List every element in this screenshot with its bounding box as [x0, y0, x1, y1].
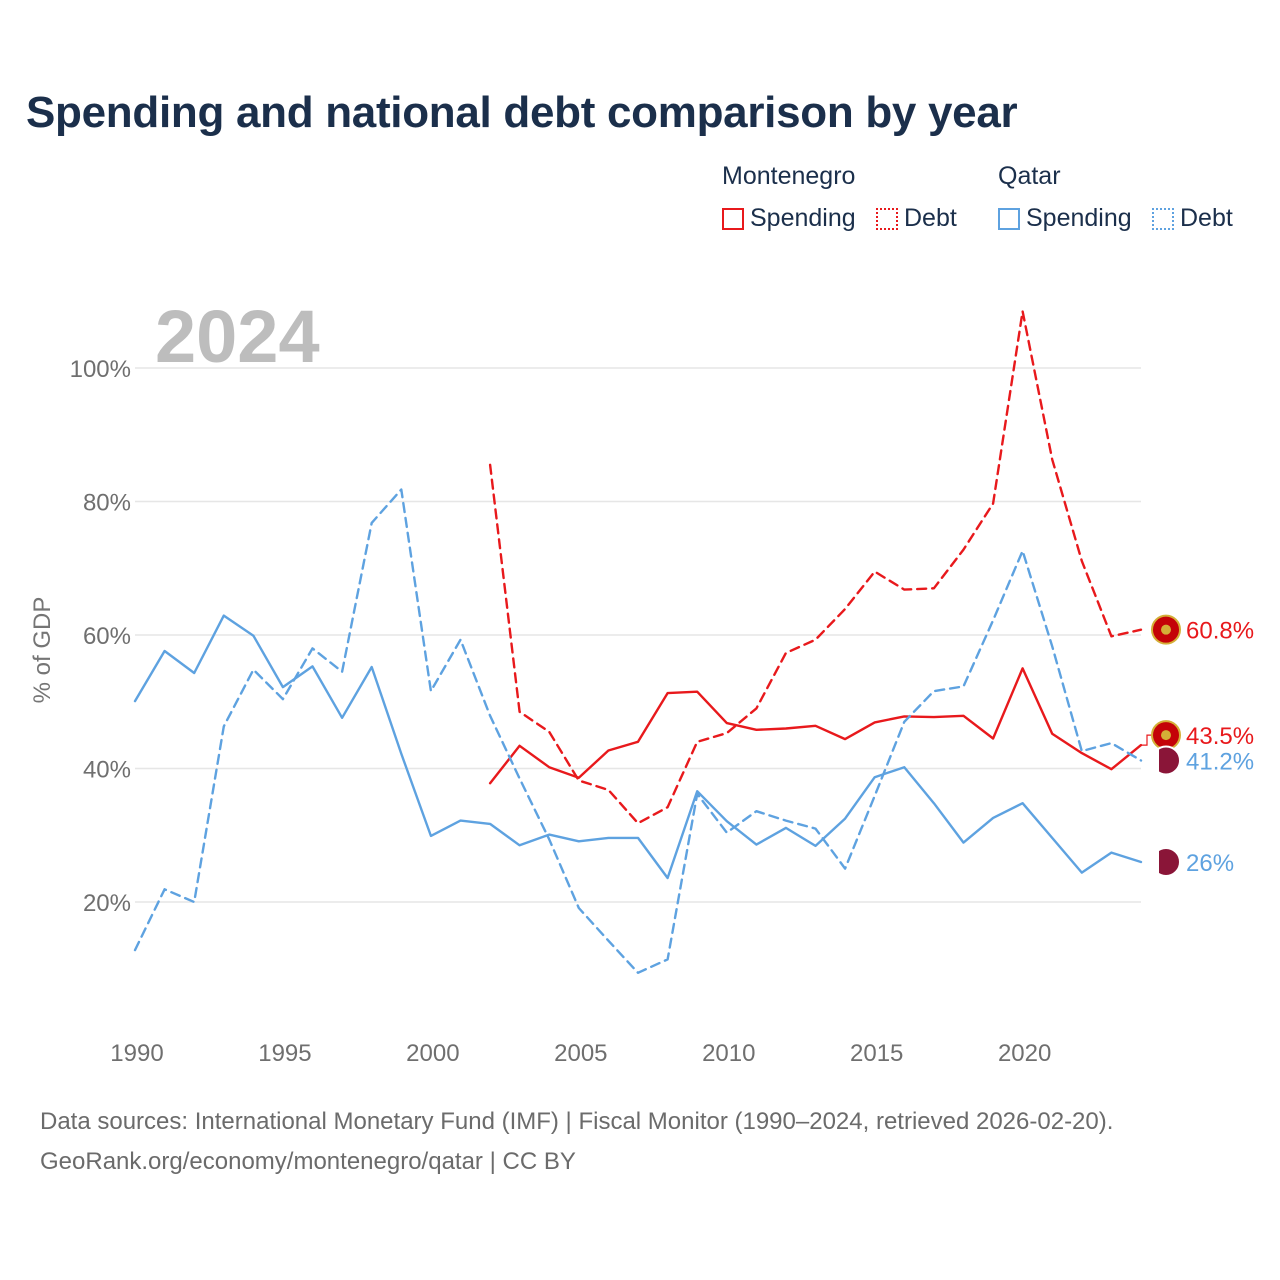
legend-swatch-dotted-red — [876, 207, 898, 230]
y-tick-label: 40% — [83, 757, 131, 784]
legend-swatch-dotted-blue — [1152, 207, 1174, 230]
x-axis-ticks: 1990 1995 2000 2005 2010 2015 2020 — [110, 1040, 1051, 1067]
end-labels: 43.5% 60.8% 26% 41.2% — [1141, 614, 1254, 877]
x-tick-label: 2015 — [850, 1040, 903, 1067]
qatar-flag-stripe-icon — [1152, 748, 1159, 773]
montenegro-eagle-icon — [1161, 730, 1171, 741]
x-tick-label: 1995 — [258, 1040, 311, 1067]
legend-country-montenegro: Montenegro — [722, 162, 856, 190]
series-lines — [133, 310, 1143, 974]
end-label-value: 41.2% — [1186, 748, 1254, 775]
legend-item-qatar-spending[interactable]: Spending — [998, 204, 1132, 233]
x-tick-label: 2010 — [702, 1040, 755, 1067]
legend-item-qatar-debt[interactable]: Debt — [1152, 204, 1233, 233]
series-line-montenegro-spending — [488, 667, 1143, 785]
y-tick-label: 20% — [83, 890, 131, 917]
legend-item-montenegro-spending[interactable]: Spending — [722, 204, 856, 233]
end-label-leader — [1141, 734, 1152, 746]
footer-sources: Data sources: International Monetary Fun… — [40, 1108, 1114, 1135]
end-label-value: 60.8% — [1186, 618, 1254, 645]
line-chart: 2024 20% 40% 60% 80% 100% 1990 1995 2000 2005 20… — [29, 295, 1254, 1067]
y-tick-label: 60% — [83, 623, 131, 650]
end-label-value: 43.5% — [1186, 723, 1254, 750]
series-line-montenegro-debt — [488, 310, 1143, 825]
chart-title: Spending and national debt comparison by… — [26, 88, 1018, 137]
gridlines — [135, 367, 1141, 903]
x-tick-label: 1990 — [110, 1040, 163, 1067]
series-line-qatar-debt — [133, 488, 1143, 974]
legend-label: Spending — [750, 204, 856, 232]
legend-country-qatar: Qatar — [998, 162, 1061, 190]
series-line-qatar-spending — [133, 614, 1143, 880]
legend-swatch-solid-red — [722, 207, 744, 230]
footer-credit: GeoRank.org/economy/montenegro/qatar | C… — [40, 1148, 576, 1175]
qatar-flag-stripe-icon — [1152, 849, 1159, 874]
legend-label: Debt — [904, 204, 957, 232]
legend-item-montenegro-debt[interactable]: Debt — [876, 204, 957, 233]
end-label-value: 26% — [1186, 850, 1234, 877]
legend-label: Debt — [1180, 204, 1233, 232]
y-tick-label: 80% — [83, 490, 131, 517]
y-axis-ticks: 20% 40% 60% 80% 100% — [70, 356, 131, 917]
y-tick-label: 100% — [70, 356, 131, 383]
y-axis-label: % of GDP — [29, 597, 56, 704]
x-tick-label: 2005 — [554, 1040, 607, 1067]
x-tick-label: 2020 — [998, 1040, 1051, 1067]
year-watermark: 2024 — [155, 295, 320, 378]
legend-swatch-solid-blue — [998, 207, 1020, 230]
legend-label: Spending — [1026, 204, 1132, 232]
x-tick-label: 2000 — [406, 1040, 459, 1067]
montenegro-eagle-icon — [1161, 624, 1171, 635]
